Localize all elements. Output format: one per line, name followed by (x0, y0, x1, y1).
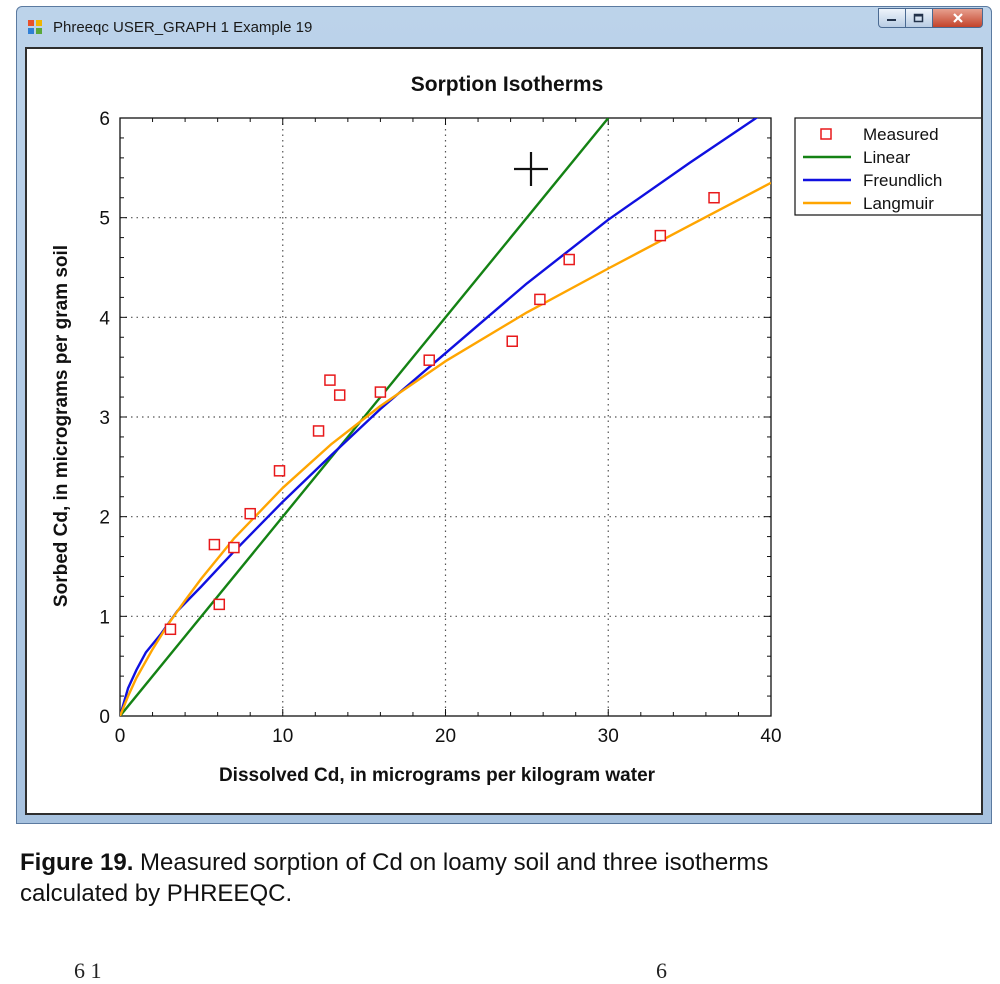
caption-text-line1: Measured sorption of Cd on loamy soil an… (133, 849, 769, 876)
legend-item-freundlich: Freundlich (803, 171, 942, 190)
y-tick-label: 1 (99, 607, 110, 628)
caption-label: Figure 19. (20, 849, 134, 876)
figure-caption: Figure 19. Measured sorption of Cd on lo… (20, 847, 920, 909)
sorption-chart[interactable]: Sorption Isotherms 0 10 20 30 40 0 1 2 3 4 5 6 Diss… (27, 49, 985, 813)
series-line-freundlich (120, 118, 759, 716)
legend-label: Linear (863, 148, 911, 167)
measured-point (333, 389, 346, 401)
data-series (120, 118, 771, 716)
page-fragment-right: 6 (656, 958, 667, 983)
close-icon (952, 13, 963, 23)
legend-label: Freundlich (863, 171, 942, 190)
measured-point (563, 253, 575, 266)
measured-point (213, 598, 226, 611)
maximize-button[interactable] (906, 8, 933, 28)
x-tick-label: 20 (435, 726, 456, 747)
app-window: Phreeqc USER_GRAPH 1 Example 19 Sorption… (16, 6, 992, 824)
page-fragment-left: 6 1 (74, 958, 102, 983)
measured-point (534, 293, 546, 306)
grid-lines (120, 118, 771, 716)
axes: 0 10 20 30 40 0 1 2 3 4 5 6 (99, 109, 781, 747)
measured-point (228, 541, 240, 554)
y-tick-label: 3 (99, 408, 110, 429)
measured-point (273, 465, 286, 477)
measured-point (164, 623, 177, 636)
legend-label: Measured (863, 125, 939, 144)
measured-point (208, 538, 221, 551)
y-tick-label: 6 (99, 109, 110, 130)
app-icon (28, 20, 42, 34)
legend-item-linear: Linear (803, 148, 911, 167)
legend-label: Langmuir (863, 194, 934, 213)
title-bar[interactable]: Phreeqc USER_GRAPH 1 Example 19 (17, 7, 991, 47)
measured-point (423, 354, 435, 366)
legend: Measured Linear Freundlich Langmuir (794, 117, 985, 216)
measured-point (324, 374, 336, 386)
legend-item-measured: Measured (820, 125, 939, 144)
caption-text-line2: calculated by PHREEQC. (20, 880, 293, 907)
measured-point (708, 191, 720, 204)
x-tick-label: 0 (115, 726, 126, 747)
maximize-icon (913, 13, 924, 23)
legend-item-langmuir: Langmuir (803, 194, 934, 213)
y-tick-label: 2 (99, 508, 110, 529)
legend-marker (820, 128, 832, 140)
measured-point (654, 229, 667, 242)
minimize-button[interactable] (878, 8, 906, 28)
minimize-icon (887, 19, 896, 21)
x-tick-label: 40 (760, 726, 781, 747)
series-line-langmuir (120, 181, 771, 716)
measured-point (374, 386, 387, 398)
y-tick-label: 4 (99, 308, 110, 329)
x-tick-label: 30 (598, 726, 619, 747)
graph-area[interactable]: Sorption Isotherms 0 10 20 30 40 0 1 2 3 4 5 6 Diss… (25, 47, 985, 815)
window-controls (878, 8, 983, 30)
measured-point (244, 507, 256, 520)
measured-point (506, 335, 518, 348)
window-title: Phreeqc USER_GRAPH 1 Example 19 (53, 19, 313, 36)
crosshair-cursor-icon (514, 152, 548, 186)
measured-point (312, 425, 325, 437)
x-axis-label: Dissolved Cd, in micrograms per kilogram… (219, 765, 656, 786)
y-axis-label: Sorbed Cd, in micrograms per gram soil (51, 245, 72, 607)
chart-title: Sorption Isotherms (411, 73, 604, 96)
y-tick-label: 0 (99, 707, 110, 728)
x-tick-label: 10 (272, 726, 293, 747)
y-tick-label: 5 (99, 209, 110, 230)
close-button[interactable] (933, 8, 983, 28)
series-line-linear (120, 118, 610, 716)
